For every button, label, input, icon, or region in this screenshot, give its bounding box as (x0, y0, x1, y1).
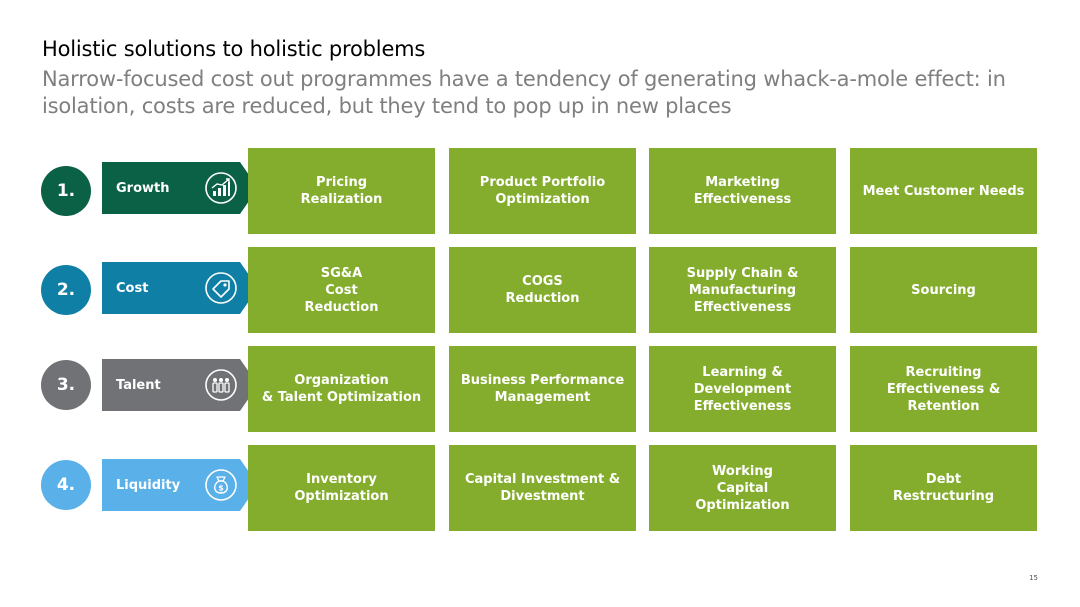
category-arrow-growth: Growth (102, 162, 258, 214)
slide-subtitle: Narrow-focused cost out programmes have … (42, 67, 1006, 118)
category-label-cost: Cost (116, 280, 149, 296)
growth-chart-icon (205, 172, 237, 204)
svg-text:$: $ (218, 484, 224, 493)
category-label-liquidity: Liquidity (116, 477, 181, 493)
row-cost: 2. Cost SG&A Cost Reduction COGS Reducti… (0, 247, 1080, 335)
solution-box: SG&A Cost Reduction (248, 247, 435, 333)
solution-box: Inventory Optimization (248, 445, 435, 531)
number-circle-growth: 1. (41, 166, 91, 216)
solution-box: COGS Reduction (449, 247, 636, 333)
category-label-talent: Talent (116, 377, 161, 393)
slide-title: Holistic solutions to holistic problems (42, 37, 426, 61)
solution-box: Product Portfolio Optimization (449, 148, 636, 234)
solution-box: Capital Investment & Divestment (449, 445, 636, 531)
number-circle-talent: 3. (41, 360, 91, 410)
solution-box: Business Performance Management (449, 346, 636, 432)
solution-box: Learning & Development Effectiveness (649, 346, 836, 432)
solution-box: Debt Restructuring (850, 445, 1037, 531)
solution-box: Organization & Talent Optimization (248, 346, 435, 432)
category-arrow-liquidity: Liquidity $ (102, 459, 258, 511)
price-tag-icon (205, 272, 237, 304)
solution-box: Marketing Effectiveness (649, 148, 836, 234)
row-liquidity: 4. Liquidity $ Inventory Optimization Ca… (0, 445, 1080, 533)
row-talent: 3. Talent Organization & Talent Optimiza… (0, 346, 1080, 434)
people-group-icon (205, 369, 237, 401)
solution-box: Supply Chain & Manufacturing Effectivene… (649, 247, 836, 333)
solution-box: Pricing Realization (248, 148, 435, 234)
page-number: 15 (1029, 574, 1038, 582)
category-label-growth: Growth (116, 180, 170, 196)
solution-box: Meet Customer Needs (850, 148, 1037, 234)
category-arrow-talent: Talent (102, 359, 258, 411)
number-circle-liquidity: 4. (41, 460, 91, 510)
solution-box: Recruiting Effectiveness & Retention (850, 346, 1037, 432)
solution-box: Sourcing (850, 247, 1037, 333)
solution-box: Working Capital Optimization (649, 445, 836, 531)
money-bag-icon: $ (205, 469, 237, 501)
number-circle-cost: 2. (41, 265, 91, 315)
row-growth: 1. Growth Pricing Realization Product Po… (0, 148, 1080, 236)
category-arrow-cost: Cost (102, 262, 258, 314)
